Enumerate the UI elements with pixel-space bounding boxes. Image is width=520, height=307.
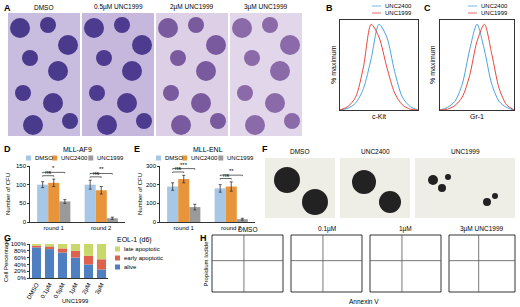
svg-text:DMSO: DMSO <box>34 4 54 11</box>
svg-text:UNC1999: UNC1999 <box>62 298 89 304</box>
svg-text:ns: ns <box>223 172 229 178</box>
svg-text:MLL-AF9: MLL-AF9 <box>63 146 92 153</box>
svg-text:alive: alive <box>124 264 137 270</box>
svg-text:Number of CFU: Number of CFU <box>137 173 143 215</box>
svg-text:H: H <box>200 233 207 243</box>
svg-text:UNC1999: UNC1999 <box>227 155 254 161</box>
svg-text:ns: ns <box>45 169 51 175</box>
svg-text:Propidium Iodide: Propidium Iodide <box>203 241 209 287</box>
svg-text:A: A <box>4 3 11 13</box>
svg-text:DMSO: DMSO <box>290 148 310 155</box>
svg-text:UNC1999: UNC1999 <box>451 148 480 155</box>
svg-text:Number of CFU: Number of CFU <box>5 173 11 215</box>
svg-text:round 2: round 2 <box>221 225 242 231</box>
svg-text:*: * <box>52 165 55 171</box>
svg-text:60%: 60% <box>14 255 27 261</box>
svg-text:G: G <box>4 233 11 243</box>
svg-text:UNC2400: UNC2400 <box>61 155 88 161</box>
svg-text:round 1: round 1 <box>44 225 65 231</box>
svg-text:ns: ns <box>93 170 99 176</box>
svg-text:UNC2400: UNC2400 <box>191 155 218 161</box>
svg-text:c-Kit: c-Kit <box>372 113 386 120</box>
svg-text:50: 50 <box>19 200 26 206</box>
svg-text:EOL-1 (d6): EOL-1 (d6) <box>117 236 152 244</box>
svg-text:early apoptotic: early apoptotic <box>124 255 163 261</box>
svg-text:100: 100 <box>146 200 157 206</box>
svg-text:E: E <box>134 144 140 154</box>
svg-text:late apoptotic: late apoptotic <box>124 246 160 252</box>
svg-text:UNC2400: UNC2400 <box>385 3 412 9</box>
svg-text:% maximum: % maximum <box>429 45 436 84</box>
svg-text:UNC1999: UNC1999 <box>385 10 412 16</box>
svg-text:20%: 20% <box>14 268 27 274</box>
svg-text:UNC1999: UNC1999 <box>481 10 508 16</box>
svg-text:80%: 80% <box>14 248 27 254</box>
svg-text:0%: 0% <box>17 275 26 281</box>
svg-text:round 2: round 2 <box>91 225 112 231</box>
svg-text:DMSO: DMSO <box>238 226 258 233</box>
svg-text:1µM: 1µM <box>399 225 412 233</box>
svg-text:200: 200 <box>146 182 157 188</box>
svg-text:Gr-1: Gr-1 <box>470 113 484 120</box>
svg-text:0.5µM: 0.5µM <box>52 282 66 300</box>
svg-text:UNC1999: UNC1999 <box>97 155 124 161</box>
svg-text:% maximum: % maximum <box>330 45 337 84</box>
svg-text:3µM: 3µM <box>94 282 105 295</box>
svg-text:DMSO: DMSO <box>35 155 53 161</box>
svg-text:DMSO: DMSO <box>26 282 40 301</box>
svg-text:0.1µM: 0.1µM <box>318 225 336 233</box>
svg-text:3µM UNC1999: 3µM UNC1999 <box>460 225 504 233</box>
svg-text:UNC2400: UNC2400 <box>481 3 508 9</box>
svg-text:1µM: 1µM <box>68 282 79 295</box>
svg-text:MLL-ENL: MLL-ENL <box>193 146 223 153</box>
svg-text:UNC2400: UNC2400 <box>361 148 390 155</box>
svg-text:2µM UNC1999: 2µM UNC1999 <box>170 3 214 11</box>
svg-text:0.5µM UNC1999: 0.5µM UNC1999 <box>94 3 143 11</box>
svg-text:2µM: 2µM <box>81 282 92 295</box>
svg-text:Annexin V: Annexin V <box>349 298 379 305</box>
svg-text:100%: 100% <box>11 241 27 247</box>
svg-text:**: ** <box>99 166 104 172</box>
svg-text:40%: 40% <box>14 262 27 268</box>
svg-text:C: C <box>424 3 431 13</box>
svg-text:**: ** <box>229 168 234 174</box>
svg-text:0: 0 <box>153 219 157 225</box>
svg-text:round 1: round 1 <box>174 225 195 231</box>
svg-text:150: 150 <box>16 163 27 169</box>
svg-text:3µM UNC1999: 3µM UNC1999 <box>244 3 288 11</box>
svg-text:D: D <box>4 144 11 154</box>
svg-text:F: F <box>262 144 268 154</box>
svg-text:DMSO: DMSO <box>165 155 183 161</box>
svg-text:B: B <box>326 3 333 13</box>
svg-text:100: 100 <box>16 182 27 188</box>
svg-text:0: 0 <box>23 219 27 225</box>
svg-text:0.1µM: 0.1µM <box>39 282 53 300</box>
svg-text:ns: ns <box>175 165 181 171</box>
svg-text:***: *** <box>180 162 188 168</box>
svg-text:300: 300 <box>146 163 157 169</box>
svg-text:Cell Percentage: Cell Percentage <box>3 239 9 282</box>
